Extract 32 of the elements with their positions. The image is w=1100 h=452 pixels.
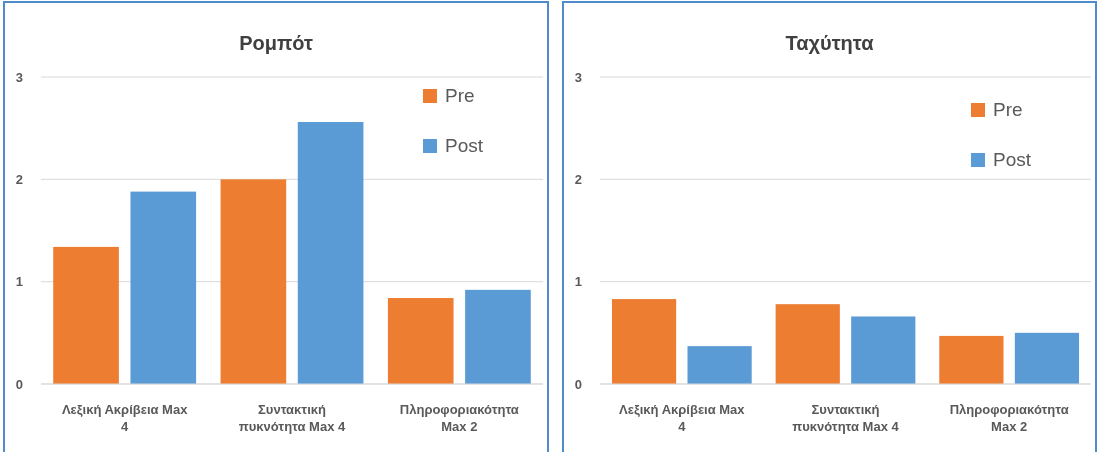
x-tick-label: Λεξική Ακρίβεια Max 4	[619, 402, 746, 434]
y-tick-label: 0	[574, 376, 582, 392]
y-tick-label: 2	[15, 171, 23, 187]
x-tick-label: Συντακτική πυκνότητα Max 4	[238, 402, 347, 434]
bar	[687, 346, 752, 384]
x-tick-label: Πληροφοριακότητα Max 2	[399, 402, 519, 434]
legend-label: Pre	[445, 85, 475, 106]
legend-label: Post	[445, 135, 484, 156]
y-tick-label: 0	[15, 376, 23, 392]
y-tick-label: 1	[574, 274, 582, 290]
y-tick-label: 3	[574, 69, 582, 85]
bar	[130, 191, 197, 384]
bar	[53, 246, 119, 384]
bar	[465, 289, 531, 384]
bar	[939, 335, 1004, 384]
chart-title: Ρομπότ	[239, 32, 313, 54]
x-tick-label: Πληροφοριακότητα Max 2	[949, 402, 1069, 434]
legend-label: Post	[993, 149, 1032, 170]
bar	[775, 304, 840, 384]
y-tick-label: 2	[574, 171, 582, 187]
y-tick-label: 1	[15, 274, 23, 290]
x-tick-label: Συντακτική πυκνότητα Max 4	[792, 402, 900, 434]
bar	[851, 316, 916, 384]
bar	[611, 299, 677, 384]
x-tick-label: Λεξική Ακρίβεια Max 4	[61, 402, 189, 434]
y-tick-label: 3	[15, 69, 23, 85]
bar	[1014, 332, 1080, 384]
bar	[387, 298, 454, 384]
chart-title: Ταχύτητα	[785, 32, 875, 54]
bar	[297, 122, 364, 384]
legend-label: Pre	[993, 99, 1023, 120]
bar	[220, 179, 287, 384]
